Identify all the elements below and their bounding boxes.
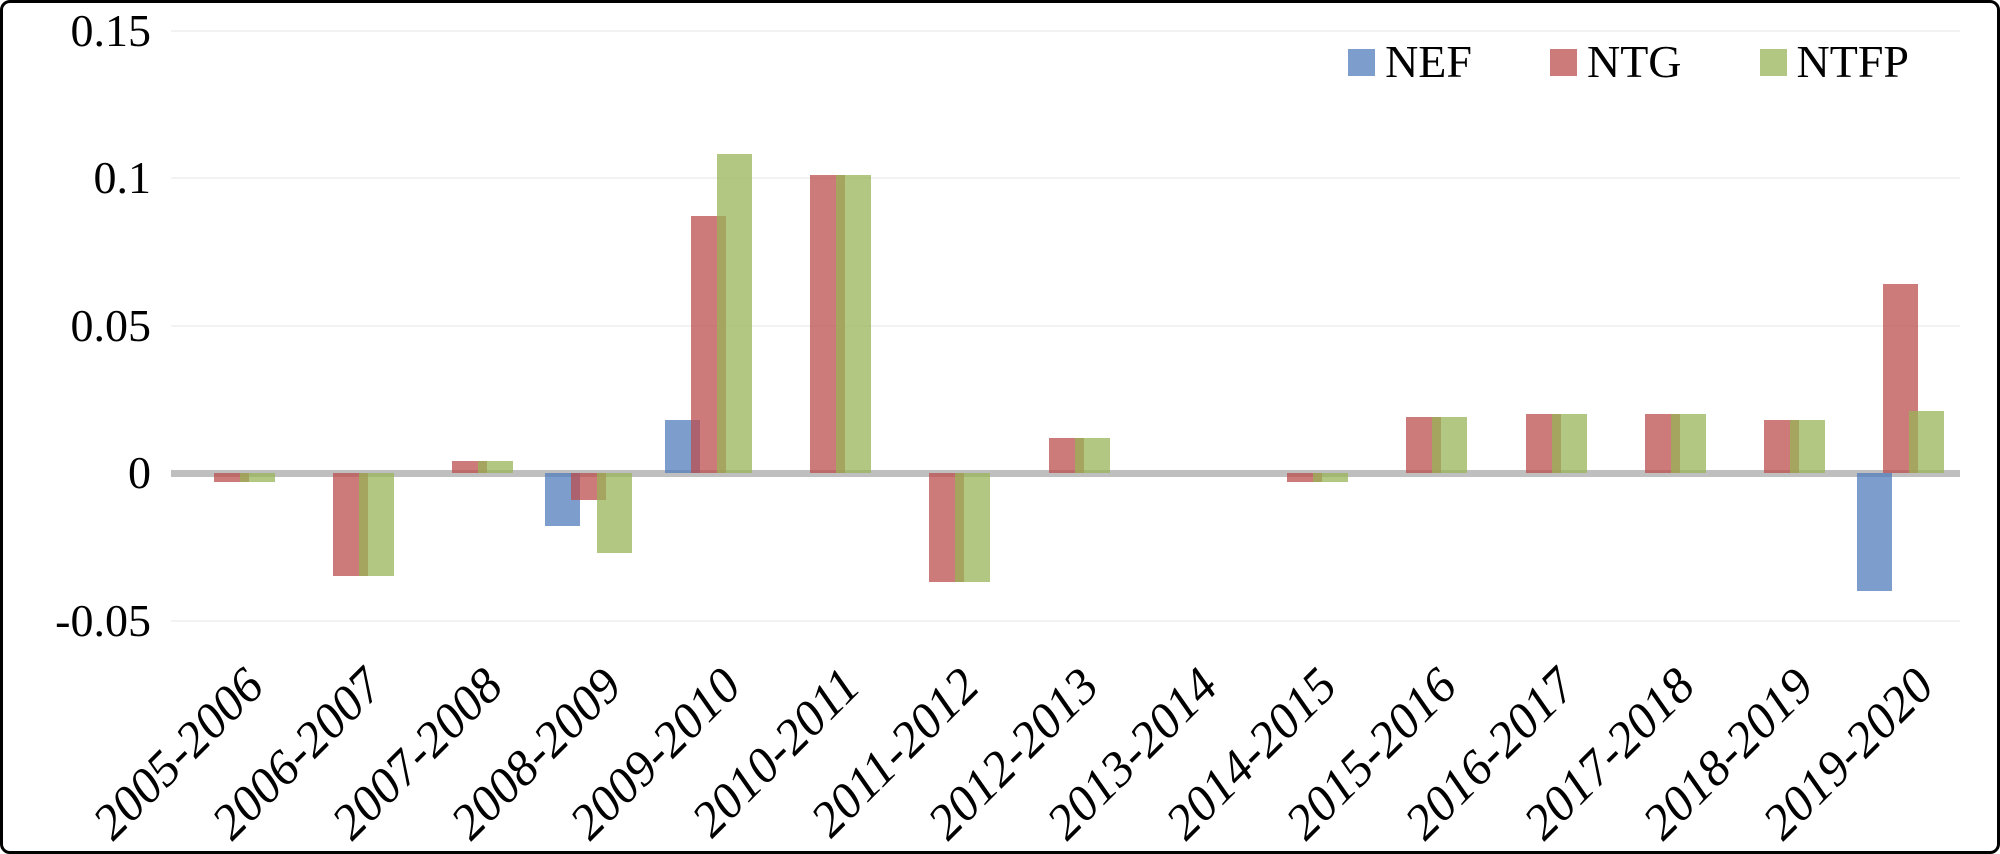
y-axis-tick-label: 0 [128,447,151,498]
bar-ntfp-2008-2009 [597,473,633,553]
legend: NEF NTG NTFP [1348,39,1909,85]
legend-item-nef: NEF [1348,39,1472,85]
bar-ntfp-2018-2019 [1790,419,1826,473]
ntfp-color-swatch [1759,48,1787,76]
legend-item-ntfp: NTFP [1759,36,1909,87]
bar-ntfp-2005-2006 [239,473,275,482]
gridline--0.05 [171,619,1960,622]
ntg-color-swatch [1549,48,1577,76]
y-axis-tick-label: 0.1 [93,152,152,203]
bar-ntfp-2010-2011 [835,175,871,473]
nef-color-swatch [1348,48,1376,76]
bar-nef-2019-2020 [1857,473,1893,591]
y-axis-tick-label: -0.05 [55,594,151,646]
y-axis-tick-label: 0.05 [70,299,152,351]
bar-ntg-2005-2006 [213,473,249,482]
bar-ntfp-2012-2013 [1074,437,1110,473]
y-axis-tick-label: 0.15 [70,4,152,56]
bar-ntfp-2007-2008 [478,461,514,473]
legend-label-nef: NEF [1385,36,1472,87]
bar-ntg-2014-2015 [1287,473,1323,482]
bar-ntg-2007-2008 [452,461,488,473]
legend-item-ntg: NTG [1549,36,1682,87]
bar-ntfp-2006-2007 [358,473,394,577]
gridline-0.1 [171,177,1960,179]
bar-ntfp-2011-2012 [955,473,991,583]
gridline-0.15 [171,29,1960,32]
bar-ntfp-2015-2016 [1432,416,1468,473]
legend-label-ntfp: NTFP [1796,36,1909,87]
legend-label-ntg: NTG [1586,36,1682,87]
zero-axis-line [171,470,1960,477]
bar-ntfp-2014-2015 [1313,473,1349,482]
bar-ntfp-2019-2020 [1909,411,1945,473]
bar-ntfp-2017-2018 [1670,414,1706,473]
bar-ntfp-2016-2017 [1551,414,1587,473]
gridline-0.05 [171,324,1960,327]
bar-ntfp-2009-2010 [716,154,752,473]
